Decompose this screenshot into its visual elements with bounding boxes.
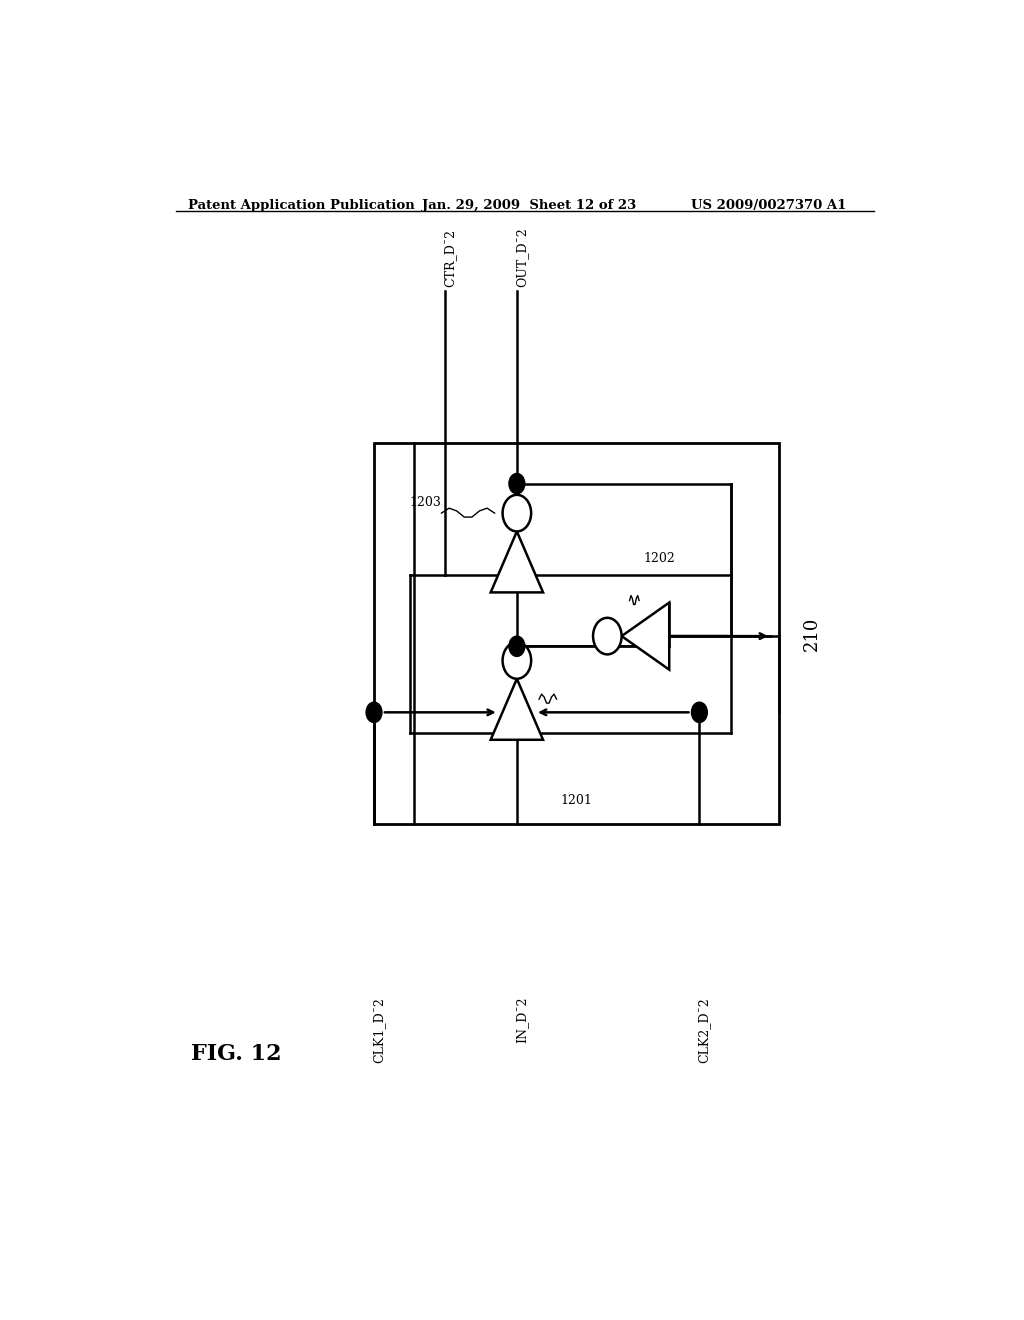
Text: Jan. 29, 2009  Sheet 12 of 23: Jan. 29, 2009 Sheet 12 of 23 [422, 199, 636, 213]
Text: OUT_D¯2: OUT_D¯2 [515, 228, 528, 288]
Text: IN_D¯2: IN_D¯2 [515, 997, 528, 1043]
Circle shape [503, 643, 531, 678]
Text: CTR_D¯2: CTR_D¯2 [443, 230, 457, 288]
Circle shape [691, 702, 708, 722]
Text: CLK2_D¯2: CLK2_D¯2 [697, 997, 711, 1063]
Text: Patent Application Publication: Patent Application Publication [187, 199, 415, 213]
Circle shape [503, 495, 531, 532]
Text: 1202: 1202 [643, 552, 675, 565]
Text: 210: 210 [803, 616, 821, 651]
Text: 1201: 1201 [560, 793, 593, 807]
Circle shape [509, 636, 525, 656]
Circle shape [367, 702, 382, 722]
Circle shape [509, 474, 525, 494]
Text: US 2009/0027370 A1: US 2009/0027370 A1 [691, 199, 847, 213]
Text: CLK1_D¯2: CLK1_D¯2 [373, 997, 385, 1063]
Circle shape [593, 618, 622, 655]
Polygon shape [490, 532, 543, 593]
Text: FIG. 12: FIG. 12 [191, 1043, 283, 1065]
Polygon shape [622, 602, 670, 669]
Bar [374, 444, 778, 824]
Polygon shape [490, 678, 543, 739]
Text: 1203: 1203 [410, 496, 441, 510]
